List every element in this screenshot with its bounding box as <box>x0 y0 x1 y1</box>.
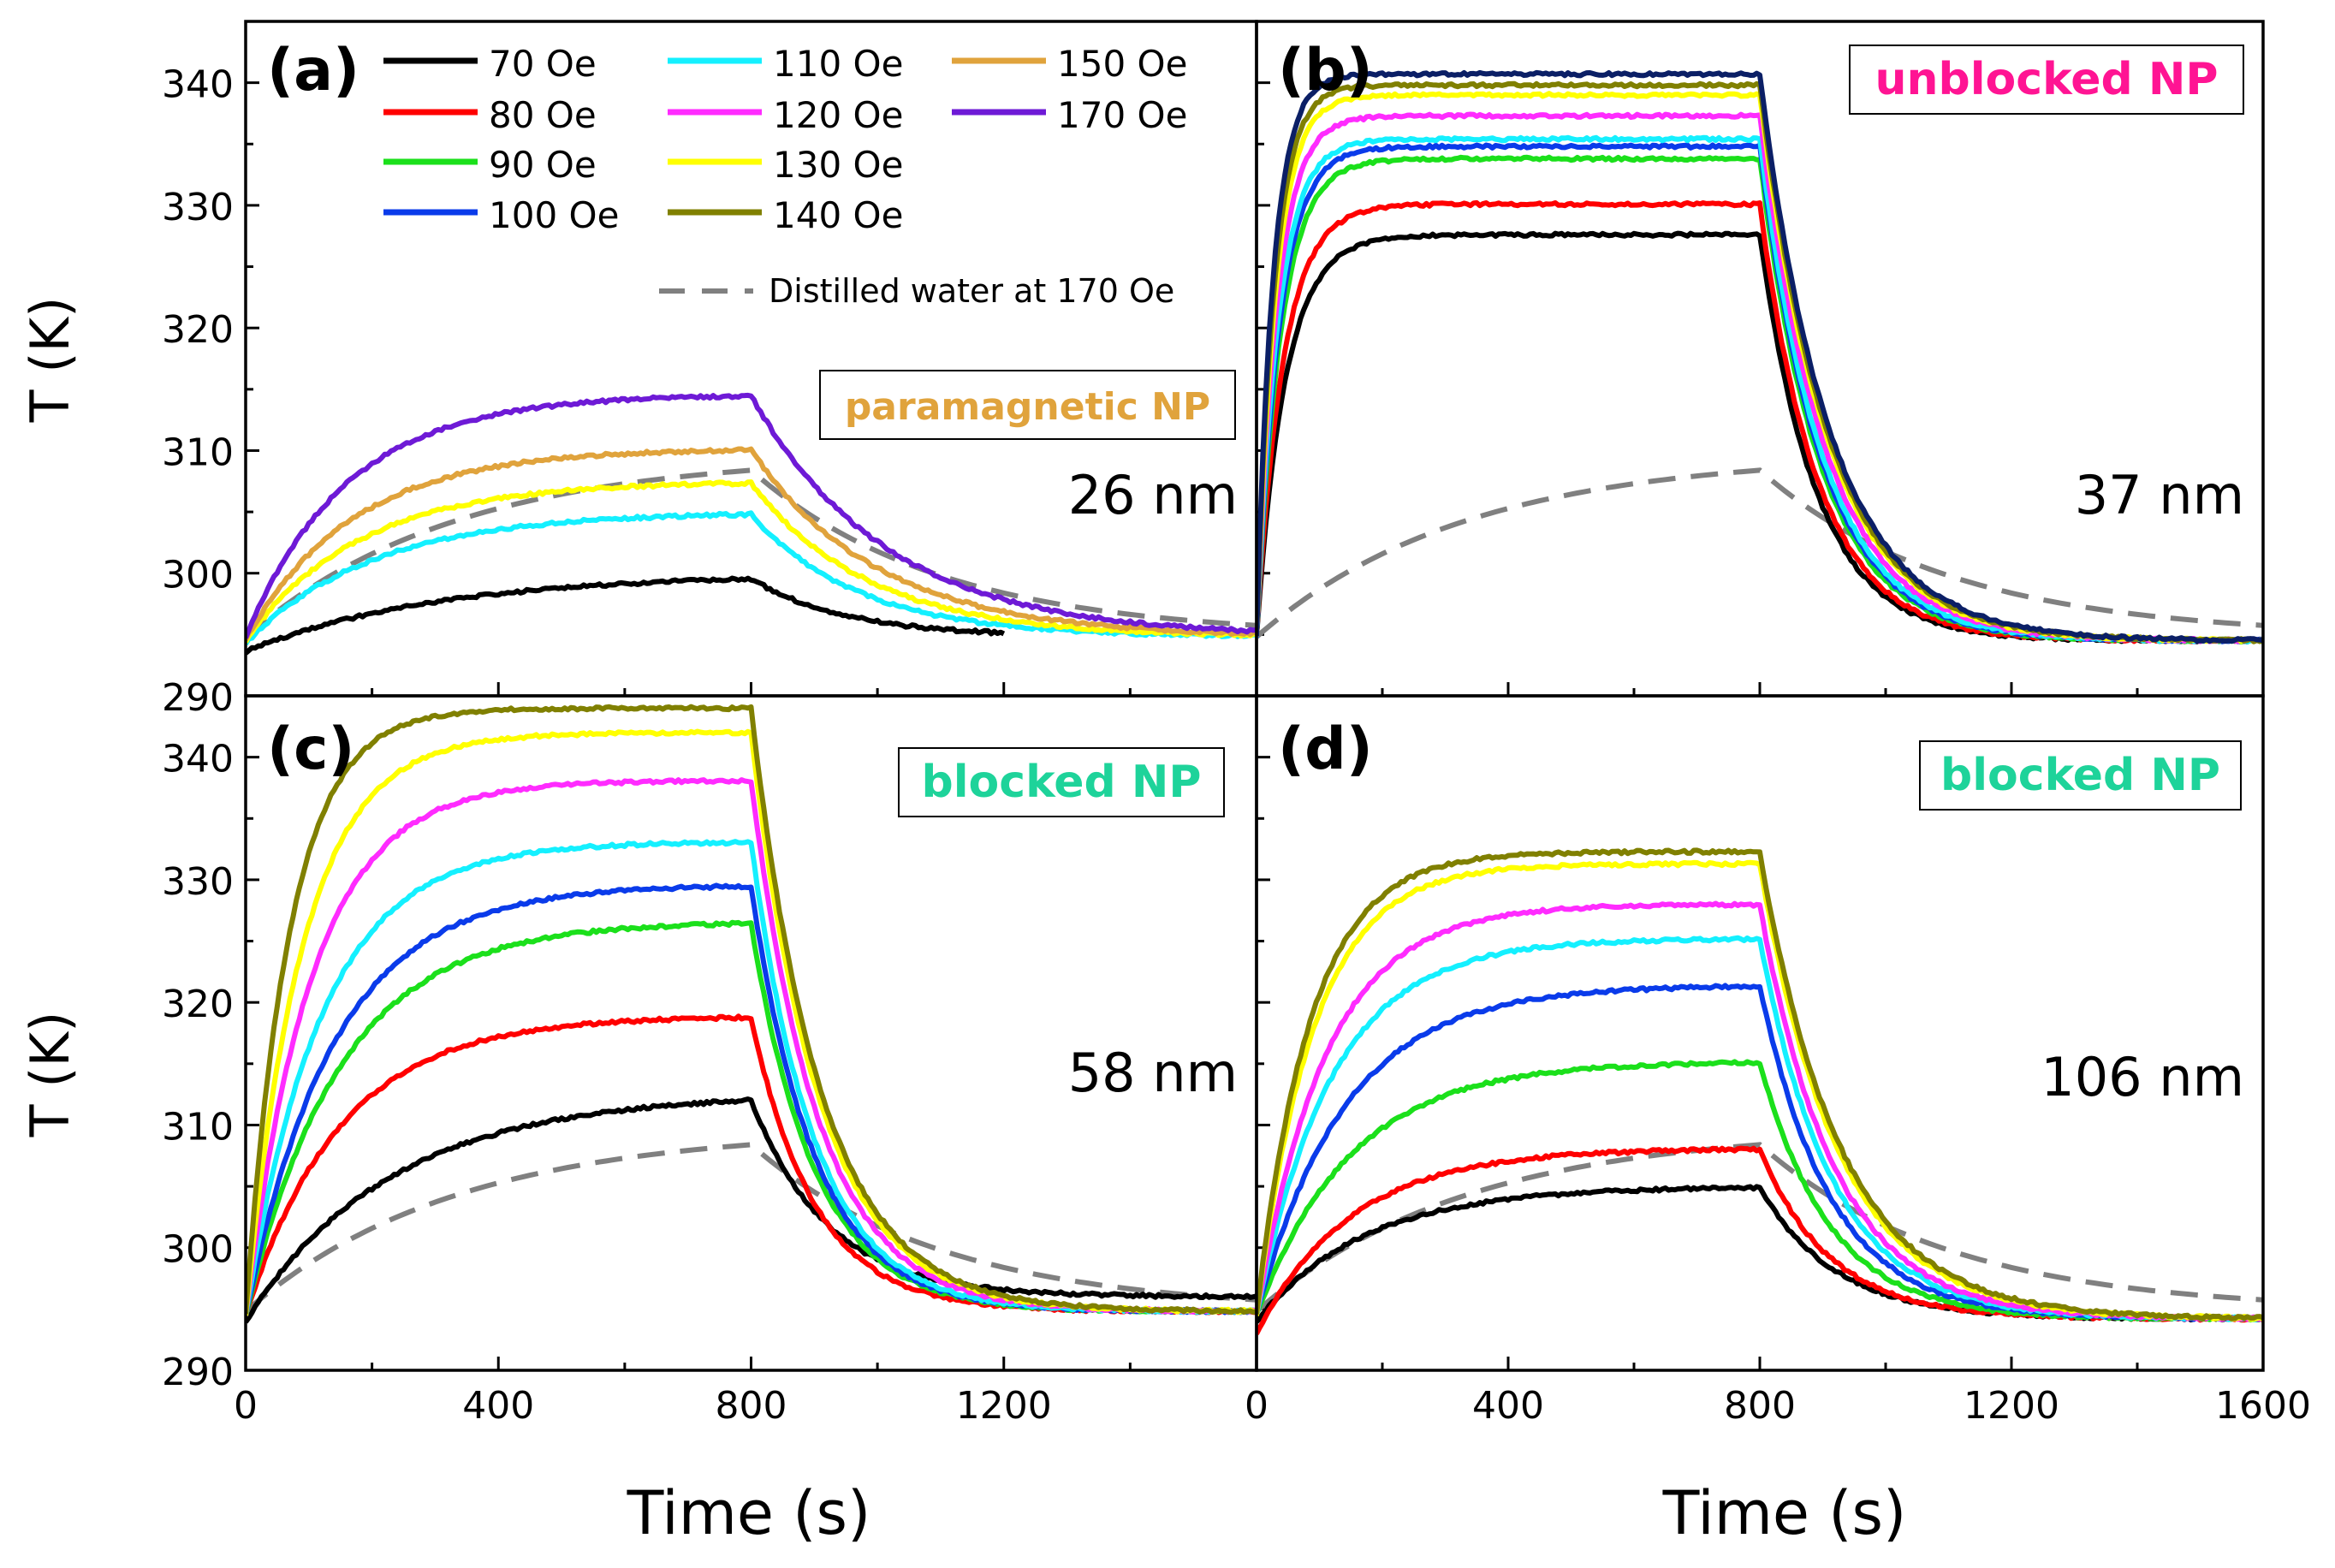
series-line <box>246 575 1006 656</box>
series-line <box>1257 1184 2263 1324</box>
series-line <box>1257 199 2263 644</box>
water-reference-line <box>1257 1142 2263 1314</box>
series-line <box>246 446 1257 642</box>
panel-d: 0 400 800 1200 1600 (d) blocked NP 106 nm <box>1245 694 2311 1428</box>
plot-frame <box>1255 694 2265 1372</box>
series-line <box>1257 154 2263 644</box>
legend-label: 70 Oe <box>489 43 597 85</box>
legend-label-water: Distilled water at 170 Oe <box>769 272 1174 310</box>
curves <box>246 392 1257 656</box>
legend-label: 170 Oe <box>1057 94 1187 136</box>
y-tick-label: 290 <box>162 1351 234 1394</box>
panel-letter: (b) <box>1278 37 1373 104</box>
legend-label: 110 Oe <box>773 43 903 85</box>
y-tick-label: 320 <box>162 983 234 1026</box>
y-tick-label: 340 <box>162 738 234 781</box>
y-tick-label: 320 <box>162 308 234 352</box>
category-label-box <box>1849 45 2244 115</box>
series-line <box>246 919 1257 1316</box>
legend-label: 100 Oe <box>489 194 619 236</box>
x-tick-label: 1600 <box>2215 1384 2311 1428</box>
legend: 70 Oe 80 Oe 90 Oe 100 Oe 110 Oe 120 Oe 130 Oe 1… <box>383 43 1187 310</box>
x-tick-label: 800 <box>716 1384 787 1428</box>
series-line <box>1257 847 2263 1322</box>
curves <box>1257 69 2263 644</box>
panel-letter: (c) <box>267 716 354 783</box>
size-label: 106 nm <box>2041 1046 2244 1108</box>
curves <box>246 704 1257 1324</box>
panel-b: (b) unblocked NP 37 nm <box>1255 20 2265 698</box>
series-line <box>1257 230 2263 644</box>
category-label-box <box>1919 740 2242 811</box>
x-tick-label: 800 <box>1724 1384 1796 1428</box>
series-line <box>1257 69 2263 644</box>
size-label: 26 nm <box>1068 464 1238 526</box>
x-tick-label: 400 <box>1472 1384 1544 1428</box>
y-tick-label: 330 <box>162 860 234 904</box>
legend-label: 80 Oe <box>489 94 597 136</box>
size-label: 58 nm <box>1068 1042 1238 1104</box>
category-label-box <box>819 370 1236 440</box>
category-label: blocked NP <box>921 757 1201 808</box>
y-tick-label: 340 <box>162 63 234 107</box>
category-label: paramagnetic NP <box>845 385 1210 429</box>
y-tick-label: 300 <box>162 1228 234 1272</box>
y-tick-label: 300 <box>162 554 234 597</box>
panel-c: 290 300 310 320 330 340 0 400 800 1200 (c) blocked … <box>162 694 1258 1428</box>
curves <box>1257 847 2263 1335</box>
x-tick-label: 400 <box>462 1384 534 1428</box>
legend-label: 130 Oe <box>773 144 903 186</box>
water-reference-line <box>1257 467 2263 639</box>
y-axis-label-bottom: T (K) <box>19 1012 81 1138</box>
series-line <box>246 392 1257 639</box>
series-line <box>1257 1145 2263 1335</box>
water-reference-line <box>246 467 1257 639</box>
y-tick-label: 310 <box>162 1105 234 1149</box>
category-label-box <box>898 747 1225 817</box>
y-tick-label: 290 <box>162 676 234 720</box>
x-axis-label-left-shown: Time (s) <box>627 1478 871 1548</box>
y-tick-label: 310 <box>162 431 234 474</box>
category-label: blocked NP <box>1940 750 2220 801</box>
series-line <box>246 704 1257 1316</box>
y-axis-label-top: T (K) <box>19 297 81 424</box>
panel-letter: (d) <box>1278 716 1373 783</box>
x-tick-label: 1200 <box>1964 1384 2059 1428</box>
x-tick-label: 0 <box>234 1384 258 1428</box>
series-line <box>1257 111 2263 644</box>
size-label: 37 nm <box>2075 464 2244 526</box>
panel-letter: (a) <box>267 37 359 104</box>
series-line <box>246 1096 1257 1324</box>
x-axis-label-right: Time (s) <box>1662 1478 1907 1548</box>
category-label: unblocked NP <box>1875 54 2218 105</box>
series-line <box>246 479 1257 644</box>
x-tick-label: 0 <box>1245 1384 1269 1428</box>
water-reference-line <box>246 1142 1257 1314</box>
legend-label: 140 Oe <box>773 194 903 236</box>
x-tick-label: 1200 <box>956 1384 1052 1428</box>
y-tick-label: 330 <box>162 186 234 229</box>
legend-label: 150 Oe <box>1057 43 1187 85</box>
legend-label: 120 Oe <box>773 94 903 136</box>
legend-label: 90 Oe <box>489 144 597 186</box>
